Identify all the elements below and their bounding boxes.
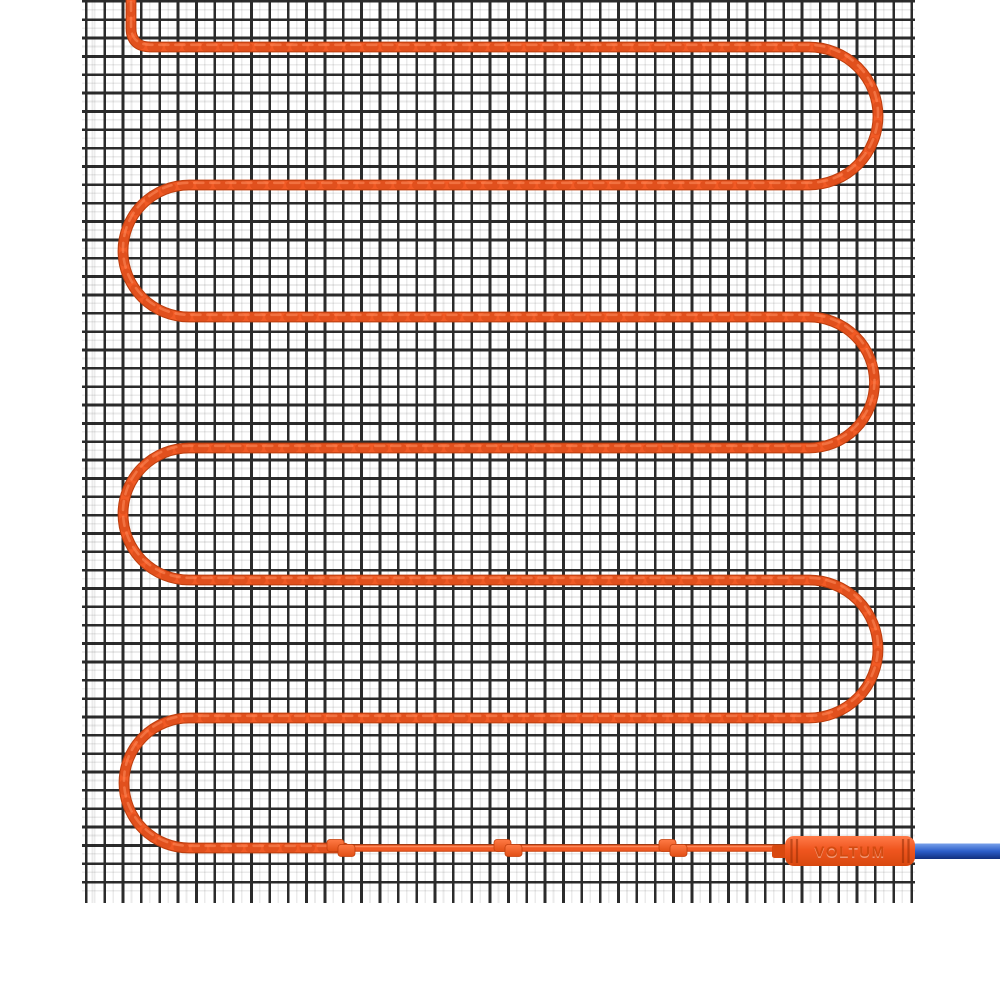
splice-clip bbox=[669, 844, 688, 857]
brand-label-emboss-highlight: VOLTUM bbox=[814, 845, 885, 862]
heating-cable-path bbox=[118, 0, 883, 853]
cable-splice-clips bbox=[326, 839, 688, 857]
heating-cable-twist-texture bbox=[118, 0, 883, 853]
heating-cable bbox=[117, 0, 884, 854]
connector-body bbox=[785, 836, 915, 866]
connector: VOLTUM VOLTUM bbox=[772, 836, 915, 866]
splice-clip bbox=[337, 844, 356, 857]
power-cable bbox=[908, 843, 1000, 859]
heating-cable-highlight bbox=[121, 0, 880, 848]
splice-clip bbox=[504, 844, 523, 857]
brand-label: VOLTUM bbox=[814, 844, 885, 861]
connector-tip bbox=[772, 845, 788, 858]
connector-ridges bbox=[790, 839, 910, 863]
cold-lead-wire bbox=[332, 844, 796, 852]
power-cable-body bbox=[908, 843, 1000, 859]
